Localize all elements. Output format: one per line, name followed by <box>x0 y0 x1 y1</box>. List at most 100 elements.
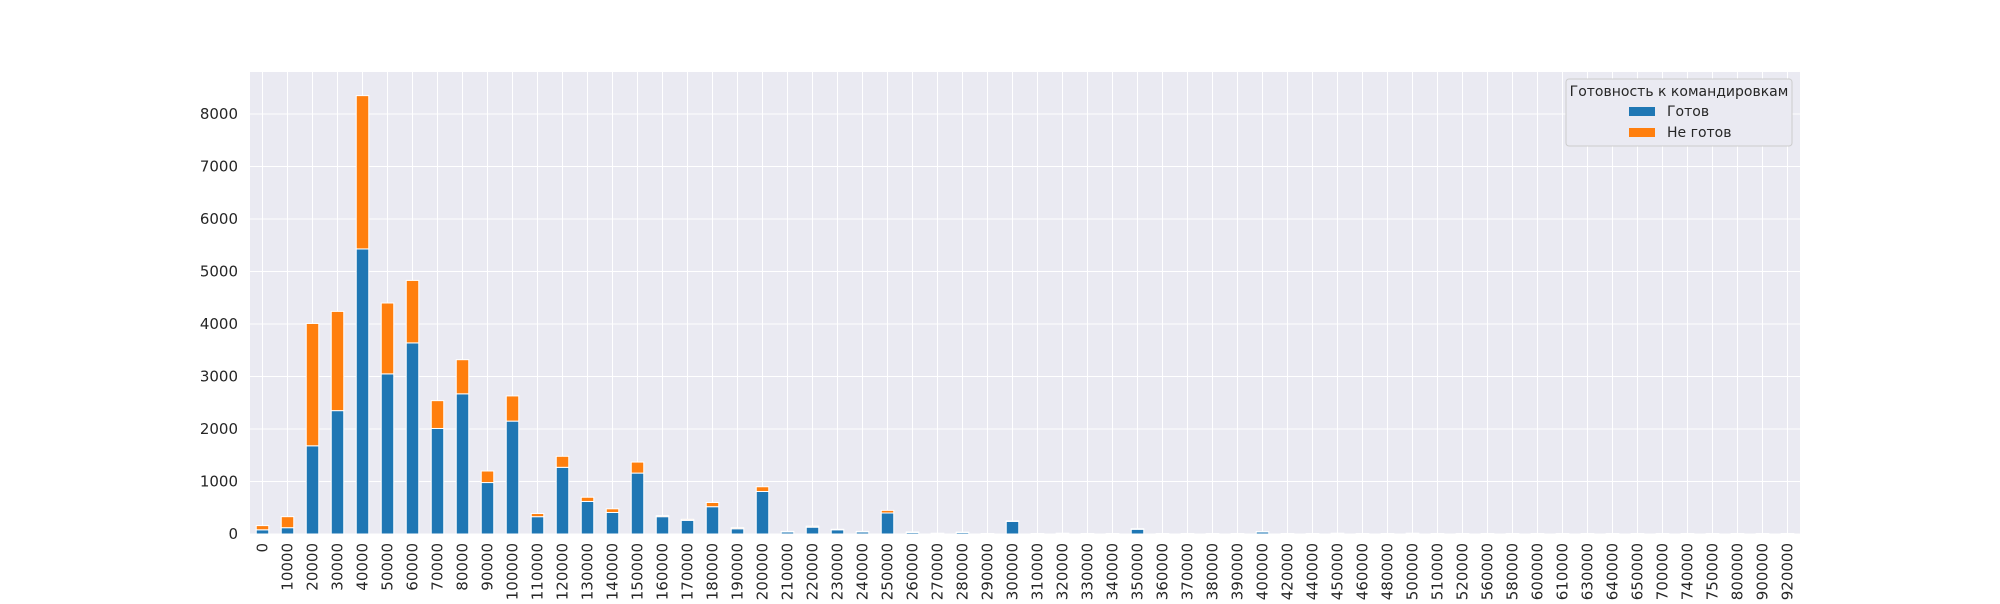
y-tick-label: 5000 <box>200 263 238 281</box>
bar-not-ready <box>1131 529 1144 530</box>
bar-not-ready <box>556 456 569 467</box>
bar-not-ready <box>481 471 494 483</box>
x-tick-labels: 0 10000 20000 30000 40000 50000 60000 70000 8000… <box>254 543 1797 600</box>
x-tick-label: 200000 <box>754 543 772 600</box>
bar-not-ready <box>631 462 644 473</box>
bar-ready <box>506 421 519 534</box>
x-tick-label: 310000 <box>1029 543 1047 600</box>
bar-ready <box>281 528 294 534</box>
bar-ready <box>406 343 419 534</box>
bar-ready <box>431 428 444 534</box>
x-tick-label: 60000 <box>404 543 422 591</box>
x-tick-label: 30000 <box>329 543 347 591</box>
x-tick-label: 390000 <box>1229 543 1247 600</box>
x-tick-label: 320000 <box>1054 543 1072 600</box>
bar-not-ready <box>531 514 544 517</box>
bar-ready <box>331 411 344 534</box>
x-tick-label: 290000 <box>979 543 997 600</box>
bar-not-ready <box>281 517 294 528</box>
x-tick-label: 170000 <box>679 543 697 600</box>
x-tick-label: 130000 <box>579 543 597 600</box>
x-tick-label: 110000 <box>529 543 547 600</box>
x-tick-label: 500000 <box>1404 543 1422 600</box>
x-tick-label: 20000 <box>304 543 322 591</box>
bar-ready <box>381 374 394 534</box>
y-tick-label: 3000 <box>200 368 238 386</box>
x-tick-label: 180000 <box>704 543 722 600</box>
bar-not-ready <box>406 280 419 342</box>
y-tick-label: 6000 <box>200 210 238 228</box>
bar-not-ready <box>331 311 344 410</box>
x-tick-label: 900000 <box>1754 543 1772 600</box>
legend-swatch-ready <box>1629 107 1655 116</box>
x-tick-label: 90000 <box>479 543 497 591</box>
bar-not-ready <box>431 401 444 429</box>
bar-not-ready <box>506 396 519 421</box>
x-tick-label: 350000 <box>1129 543 1147 600</box>
x-tick-label: 0 <box>254 543 272 553</box>
x-tick-label: 640000 <box>1604 543 1622 600</box>
bar-ready <box>731 529 744 534</box>
x-tick-label: 400000 <box>1254 543 1272 600</box>
x-tick-label: 650000 <box>1629 543 1647 600</box>
bar-ready <box>1131 529 1144 534</box>
x-tick-label: 230000 <box>829 543 847 600</box>
x-tick-label: 270000 <box>929 543 947 600</box>
bar-not-ready <box>656 516 669 517</box>
bar-ready <box>456 394 469 534</box>
x-tick-label: 450000 <box>1329 543 1347 600</box>
y-tick-label: 8000 <box>200 105 238 123</box>
x-tick-label: 70000 <box>429 543 447 591</box>
y-tick-label: 1000 <box>200 473 238 491</box>
x-tick-label: 440000 <box>1304 543 1322 600</box>
x-tick-label: 610000 <box>1554 543 1572 600</box>
bar-ready <box>1006 521 1019 534</box>
x-tick-label: 370000 <box>1179 543 1197 600</box>
x-tick-label: 190000 <box>729 543 747 600</box>
x-tick-label: 100000 <box>504 543 522 600</box>
x-tick-label: 120000 <box>554 543 572 600</box>
bar-ready <box>606 512 619 534</box>
legend-label-ready: Готов <box>1667 104 1709 120</box>
bar-ready <box>481 483 494 534</box>
bar-ready <box>831 530 844 534</box>
legend: Готовность к командировкам Готов Не гото… <box>1566 79 1792 146</box>
x-tick-label: 10000 <box>279 543 297 591</box>
y-tick-label: 2000 <box>200 420 238 438</box>
bar-not-ready <box>781 531 794 532</box>
bar-ready <box>756 491 769 534</box>
bar-not-ready <box>831 529 844 530</box>
x-tick-label: 240000 <box>854 543 872 600</box>
x-tick-label: 630000 <box>1579 543 1597 600</box>
x-tick-label: 300000 <box>1004 543 1022 600</box>
bar-ready <box>656 517 669 534</box>
legend-swatch-not-ready <box>1629 128 1655 137</box>
x-tick-label: 210000 <box>779 543 797 600</box>
x-tick-label: 480000 <box>1379 543 1397 600</box>
bar-ready <box>706 507 719 534</box>
x-tick-label: 250000 <box>879 543 897 600</box>
x-tick-label: 380000 <box>1204 543 1222 600</box>
x-tick-label: 160000 <box>654 543 672 600</box>
x-tick-label: 260000 <box>904 543 922 600</box>
x-tick-label: 280000 <box>954 543 972 600</box>
bar-ready <box>881 513 894 534</box>
bar-not-ready <box>881 510 894 513</box>
bar-not-ready <box>1006 521 1019 522</box>
x-tick-label: 40000 <box>354 543 372 591</box>
bar-ready <box>256 530 269 534</box>
bar-not-ready <box>856 531 869 532</box>
x-tick-label: 140000 <box>604 543 622 600</box>
x-tick-label: 750000 <box>1704 543 1722 600</box>
x-tick-label: 80000 <box>454 543 472 591</box>
y-tick-label: 0 <box>228 525 238 543</box>
bar-ready <box>531 517 544 534</box>
y-tick-label: 7000 <box>200 158 238 176</box>
x-tick-label: 50000 <box>379 543 397 591</box>
bar-not-ready <box>356 96 369 249</box>
x-tick-label: 150000 <box>629 543 647 600</box>
x-tick-label: 920000 <box>1779 543 1797 600</box>
bar-ready <box>681 520 694 534</box>
